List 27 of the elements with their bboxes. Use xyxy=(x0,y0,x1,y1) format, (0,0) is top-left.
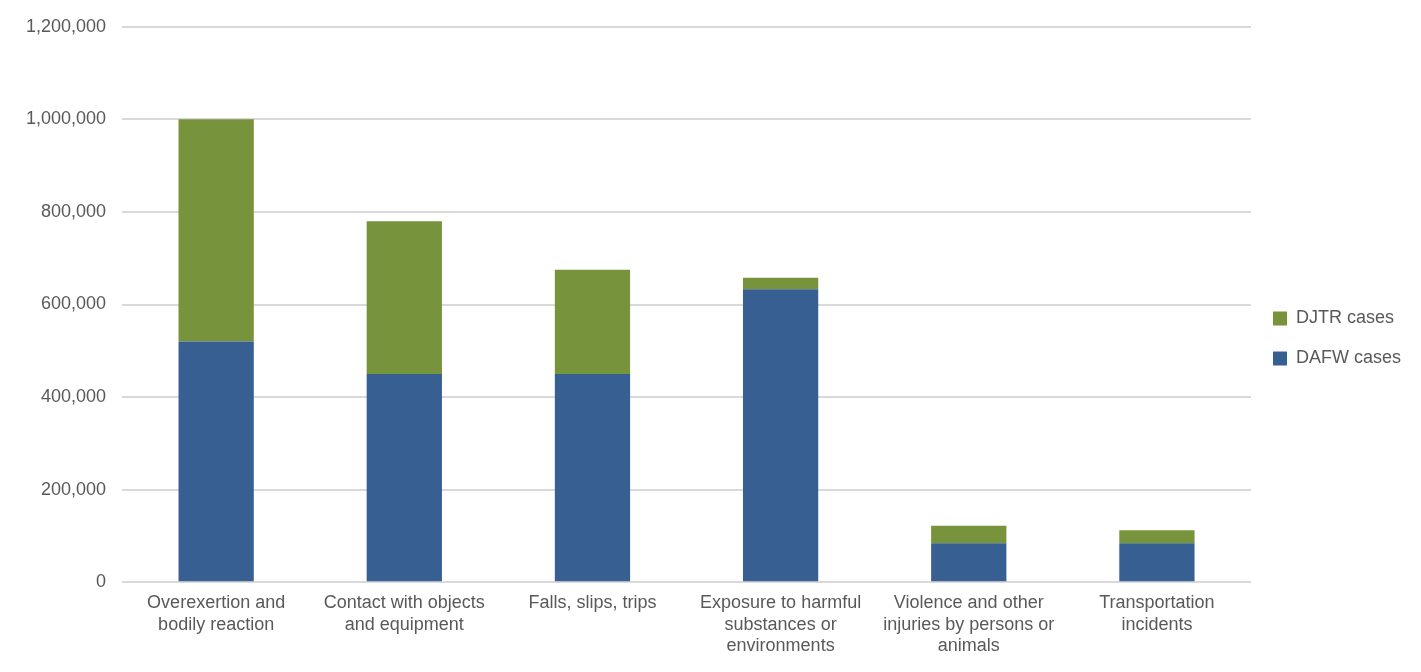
bar xyxy=(554,269,631,374)
bar xyxy=(742,277,819,290)
y-tick-label: 1,000,000 xyxy=(26,108,107,129)
x-tick-label: Violence and other injuries by persons or animals xyxy=(883,591,1055,656)
legend-label: DJTR cases xyxy=(1295,307,1394,328)
bar xyxy=(178,119,254,342)
x-tick-label: Overexertion and bodily reaction xyxy=(147,591,286,634)
x-tick-label: Exposure to harmful substances or environments xyxy=(700,591,862,656)
bar xyxy=(931,525,1007,544)
y-tick-label: 800,000 xyxy=(41,200,107,221)
bar xyxy=(931,543,1007,582)
y-tick-label: 200,000 xyxy=(41,478,107,499)
x-tick-label: Transportation incidents xyxy=(1099,591,1215,634)
bar xyxy=(742,289,819,582)
x-tick-label: Falls, slips, trips xyxy=(528,591,657,612)
bar xyxy=(366,221,442,374)
legend-label: DAFW cases xyxy=(1295,347,1401,368)
bar xyxy=(1119,543,1195,582)
y-tick-label: 600,000 xyxy=(41,293,107,314)
bar xyxy=(178,341,254,582)
bar xyxy=(1119,530,1195,544)
y-tick-label: 400,000 xyxy=(41,386,107,407)
bar xyxy=(366,373,442,582)
y-tick-label: 0 xyxy=(96,571,107,592)
y-tick-label: 1,200,000 xyxy=(26,15,107,36)
x-tick-label: Contact with objects and equipment xyxy=(323,591,485,634)
bar xyxy=(554,373,631,582)
